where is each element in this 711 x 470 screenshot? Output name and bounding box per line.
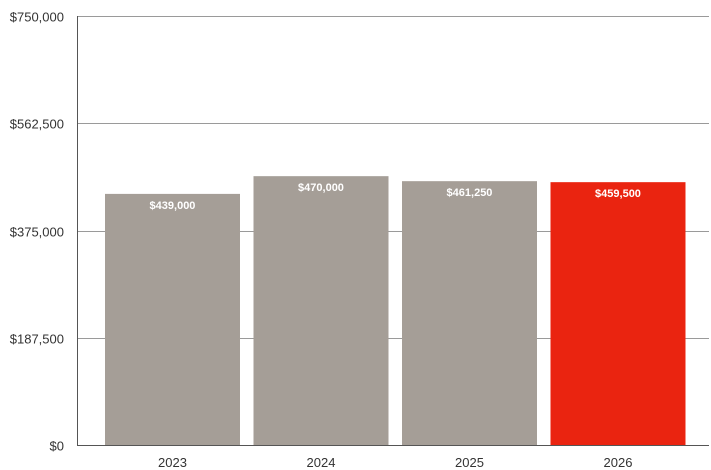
y-tick-label: $375,000: [10, 225, 64, 240]
bar-value-label: $439,000: [150, 200, 196, 212]
y-tick-label: $562,500: [10, 117, 64, 132]
x-tick-label: 2024: [307, 455, 336, 470]
y-tick-label: $187,500: [10, 332, 64, 347]
bar-value-label: $461,250: [447, 187, 493, 199]
bar: [550, 182, 686, 445]
y-tick-label: $0: [50, 439, 64, 454]
y-axis-ticks: $0 $187,500 $375,000 $562,500 $750,000: [10, 10, 64, 454]
bars: $439,000 $470,000 $461,250 $459,500: [105, 176, 686, 446]
x-axis-ticks: 2023 2024 2025 2026: [158, 455, 632, 470]
bar: [402, 181, 537, 446]
y-tick-label: $750,000: [10, 10, 64, 25]
bar: [253, 176, 389, 445]
bar: [105, 193, 240, 445]
bar-value-label: $459,500: [595, 188, 641, 200]
x-tick-label: 2023: [158, 455, 187, 470]
x-tick-label: 2025: [455, 455, 484, 470]
x-tick-label: 2026: [604, 455, 633, 470]
bar-value-label: $470,000: [298, 182, 344, 194]
